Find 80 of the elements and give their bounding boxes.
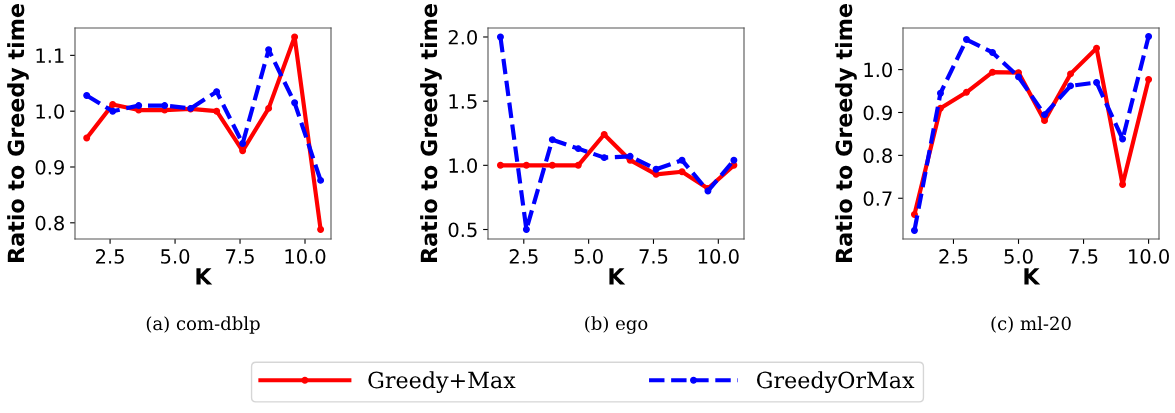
x-axis-title: K — [609, 268, 626, 285]
x-tick-label: 2.5 — [939, 249, 968, 264]
point — [1041, 111, 1049, 119]
point — [574, 145, 582, 153]
x-tick-label: 7.5 — [639, 249, 668, 264]
point — [291, 99, 299, 107]
x-tick-label: 2.5 — [509, 249, 538, 264]
x-tick-label: 5.0 — [1004, 249, 1033, 264]
x-tick-label: 5.0 — [574, 249, 603, 264]
point — [548, 161, 556, 169]
y-tick-label: 1.0 — [864, 62, 892, 78]
point — [496, 33, 504, 41]
point — [1119, 135, 1127, 143]
point — [265, 104, 273, 112]
point — [213, 107, 221, 115]
point — [600, 131, 608, 138]
point — [548, 136, 556, 144]
x-tick-label: 10.0 — [1129, 249, 1169, 264]
point — [678, 156, 686, 164]
y-tick-label: 0.9 — [863, 105, 892, 121]
legend-label: Greedy+Max — [368, 371, 516, 393]
point — [963, 36, 970, 44]
y-tick-label: 0.8 — [35, 215, 64, 231]
point — [239, 140, 247, 148]
point — [1015, 73, 1022, 81]
x-tick-label: 5.0 — [161, 249, 190, 264]
y-axis-title: Ratio to Greedy time — [420, 4, 442, 262]
y-tick-label: 2.0 — [448, 29, 477, 45]
x-axis-title: K — [196, 268, 213, 285]
point — [161, 102, 169, 110]
text: (c) ml-20 — [991, 316, 1071, 333]
text: (b) ego — [585, 316, 648, 334]
y-tick-label: 0.9 — [35, 159, 64, 175]
point — [652, 165, 660, 173]
point — [1067, 70, 1075, 78]
point — [963, 88, 970, 96]
point — [213, 88, 221, 96]
point — [83, 134, 91, 142]
x-tick-label: 7.5 — [226, 249, 254, 264]
x-tick-label: 2.5 — [96, 249, 124, 264]
point — [678, 168, 686, 176]
point — [730, 156, 738, 164]
x-tick-label: 10.0 — [698, 249, 739, 264]
point — [1067, 82, 1075, 90]
point — [1145, 75, 1153, 83]
point — [291, 33, 299, 41]
point — [522, 161, 530, 169]
y-tick-label: 1.0 — [36, 104, 64, 119]
y-axis-title: Ratio to Greedy time — [835, 4, 857, 262]
point — [936, 89, 944, 97]
point — [109, 101, 117, 108]
y-axis-title: Ratio to Greedy time — [7, 4, 29, 262]
text: (a) com-dblp — [146, 316, 260, 334]
point — [135, 102, 143, 110]
point — [496, 161, 504, 169]
point — [989, 48, 996, 56]
point — [317, 226, 325, 233]
point — [910, 226, 918, 234]
x-axis-title: K — [1024, 268, 1041, 285]
point — [83, 92, 91, 100]
y-tick-label: 1.5 — [449, 94, 477, 109]
point — [522, 226, 530, 233]
point — [317, 176, 325, 184]
x-tick-label: 10.0 — [285, 249, 326, 264]
x-tick-label: 7.5 — [1069, 249, 1098, 264]
y-tick-label: 0.7 — [863, 191, 892, 206]
point — [109, 107, 117, 115]
point — [574, 161, 582, 169]
legend-label: GreedyOrMax — [756, 371, 915, 393]
point — [1119, 181, 1127, 189]
point — [1145, 33, 1153, 41]
point — [600, 154, 608, 162]
point — [626, 152, 634, 160]
y-tick-label: 0.8 — [863, 148, 892, 164]
y-tick-label: 0.5 — [448, 222, 477, 238]
point — [989, 68, 996, 76]
point — [1093, 44, 1101, 52]
point — [1093, 78, 1101, 86]
y-tick-label: 1.0 — [449, 158, 477, 173]
y-tick-label: 1.1 — [36, 48, 64, 63]
